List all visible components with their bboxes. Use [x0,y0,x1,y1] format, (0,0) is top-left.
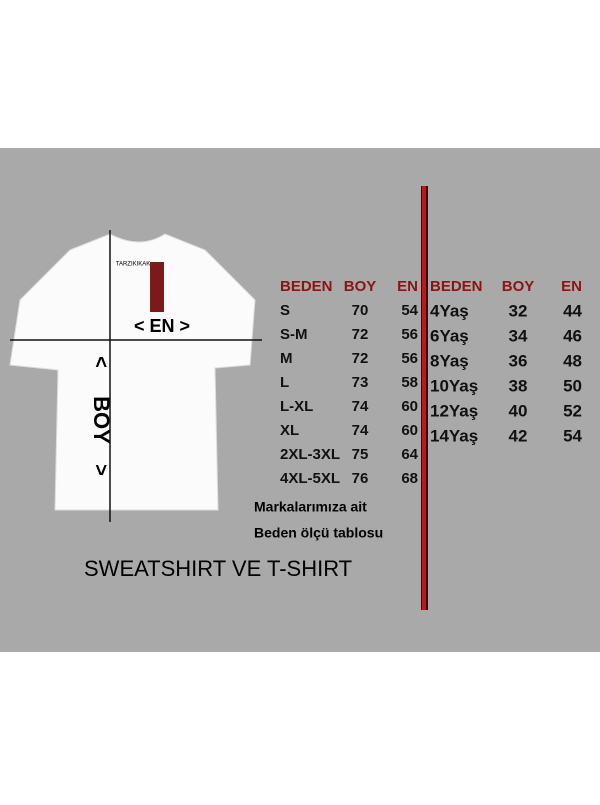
table-cell: L [280,374,289,391]
header-cell: BOY [344,278,377,295]
table-cell: 4XL-5XL [280,470,340,487]
table-cell: 50 [563,376,582,395]
table-cell: 56 [401,326,418,343]
table-cell: 73 [352,374,369,391]
table-cell: 76 [352,470,369,487]
table-cell: 10Yaş [430,376,478,395]
divider [422,186,426,610]
shirt-label [150,262,164,312]
table-cell: 68 [401,470,418,487]
table-cell: 70 [352,302,369,319]
note: Beden ölçü tablosu [254,525,383,541]
note: Markalarımıza ait [254,499,367,515]
table-cell: 44 [563,301,582,320]
tag-text: TARZIKIKAK [116,262,151,268]
table-cell: 46 [563,326,582,345]
table-cell: 8Yaş [430,351,469,370]
header-cell: BEDEN [280,278,333,295]
length-label: BOY [89,396,114,444]
table-cell: 54 [401,302,418,319]
table-cell: 42 [509,426,528,445]
header-cell: BOY [502,278,535,295]
table-cell: M [280,350,293,367]
table-cell: 12Yaş [430,401,478,420]
table-cell: 52 [563,401,582,420]
table-cell: 54 [563,426,582,445]
table-cell: 72 [352,350,369,367]
t-shirt [9,233,256,511]
table-cell: 40 [509,401,528,420]
table-cell: 32 [509,301,528,320]
caption: SWEATSHIRT VE T-SHIRT [84,556,352,581]
table-cell: 60 [401,398,418,415]
table-cell: 75 [352,446,369,463]
table-cell: 38 [509,376,528,395]
table-cell: 74 [352,422,369,439]
table-cell: 48 [563,351,582,370]
header-cell: EN [397,278,418,295]
table-cell: L-XL [280,398,313,415]
table-cell: 74 [352,398,369,415]
table-cell: 56 [401,350,418,367]
header-cell: BEDEN [430,278,483,295]
table-cell: 36 [509,351,528,370]
table-cell: 58 [401,374,418,391]
table-cell: S-M [280,326,308,343]
table-cell: 34 [509,326,528,345]
table-cell: 14Yaş [430,426,478,445]
table-cell: 64 [401,446,418,463]
table-cell: 72 [352,326,369,343]
table-cell: 6Yaş [430,326,469,345]
arrow-top: < [90,356,112,368]
table-cell: XL [280,422,299,439]
table-cell: 2XL-3XL [280,446,340,463]
header-cell: EN [561,278,582,295]
width-label: < EN > [134,316,190,336]
arrow-bottom: > [90,464,112,476]
table-cell: 4Yaş [430,301,469,320]
table-cell: 60 [401,422,418,439]
table-cell: S [280,302,290,319]
